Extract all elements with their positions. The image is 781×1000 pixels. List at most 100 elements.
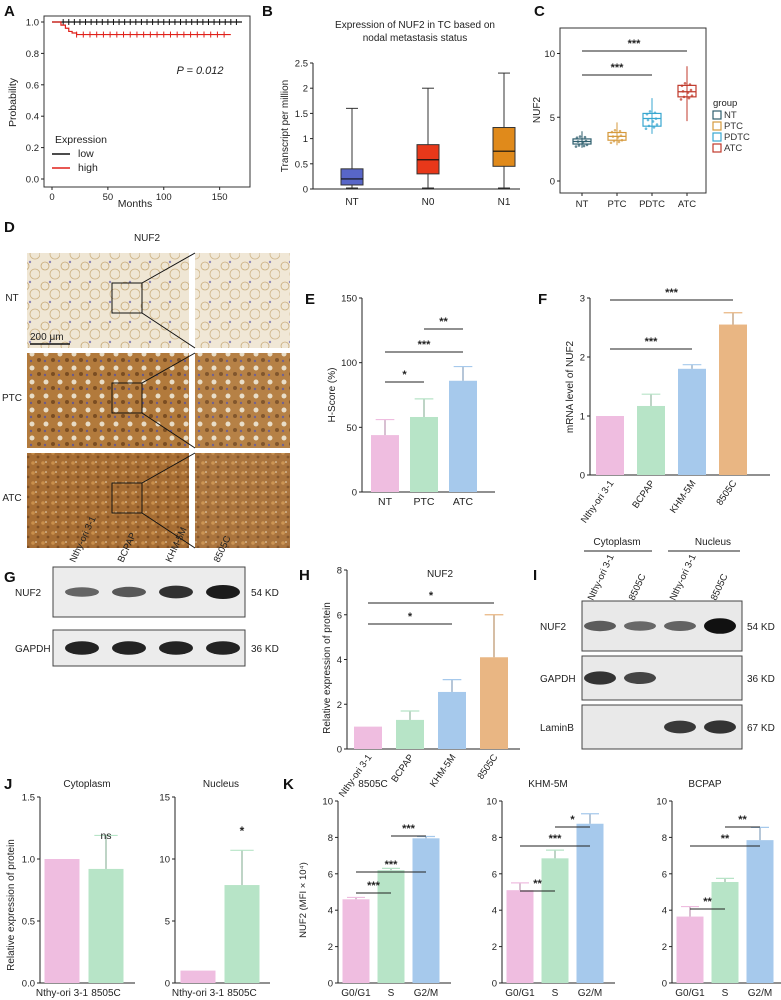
panel-b-xtick-label: NT [345, 197, 358, 208]
panel-e-letter: E [305, 291, 315, 308]
panel-a-frame [43, 15, 251, 188]
panel-f-ytick-label: 3 [580, 294, 585, 305]
panel-c-letter: C [534, 3, 545, 20]
panel-a-ylabel: Probability [7, 77, 19, 127]
blot-protein-label: NUF2 [540, 622, 567, 633]
box-NT [340, 168, 364, 186]
panel-k3-ytick-label: 6 [662, 869, 667, 880]
panel-c-xtick-label: PDTC [639, 199, 665, 210]
panel-k2-ytick-label: 0 [492, 979, 497, 990]
blot-band [584, 620, 616, 632]
bar-PTC [410, 416, 438, 492]
blot-band [584, 671, 616, 685]
panel-f-letter: F [538, 291, 547, 308]
category-label: Nthy-ori 3-1 [337, 752, 374, 799]
panel-a-pvalue: P = 0.012 [177, 65, 224, 77]
panel-f-ytick-label: 0 [580, 471, 585, 482]
panel-f-ylabel: mRNA level of NUF2 [565, 340, 576, 433]
panel-j1-ytick-label: 0.0 [22, 979, 35, 990]
blot-band [112, 641, 146, 655]
sig-label: ** [533, 878, 542, 890]
zoom-box [111, 482, 143, 514]
category-label: PTC [414, 496, 435, 508]
blot-band [624, 672, 656, 684]
zoom-line [141, 412, 196, 449]
bar-ATC [449, 380, 477, 492]
panel-b-title: nodal metastasis status [363, 33, 468, 44]
sig-label: ** [738, 814, 747, 826]
panel-k-sub-title: KHM-5M [528, 779, 567, 790]
blot-kd-label: 36 KD [747, 674, 775, 685]
jitter-point [583, 135, 587, 139]
category-label: Nthy-ori 3-1 [36, 988, 89, 999]
panel-c-xtick-label: ATC [678, 199, 696, 210]
panel-h-ytick-label: 0 [337, 745, 342, 756]
ihc-image-zoom [195, 353, 290, 448]
blot-band [664, 621, 696, 631]
legend-swatch [712, 132, 722, 142]
category-label: 8505C [227, 988, 256, 999]
sig-label: * [240, 824, 245, 838]
panel-j2-ytick-label: 5 [165, 917, 170, 928]
category-label: G0/G1 [505, 988, 535, 999]
zoom-box [111, 282, 143, 314]
bar-S [377, 870, 405, 983]
sig-label: *** [385, 859, 399, 871]
category-label: S [722, 988, 729, 999]
bar-KHM-5M [678, 368, 706, 475]
category-label: G2/M [414, 988, 438, 999]
panel-j2-ytick-label: 15 [159, 793, 170, 804]
sig-label: *** [549, 833, 563, 845]
blot-band [206, 585, 240, 599]
sig-label: *** [645, 336, 659, 348]
panel-k2-ytick-label: 6 [492, 869, 497, 880]
bar-Nthy-ori 3-1 [180, 970, 216, 983]
category-label: KHM-5M [428, 752, 459, 789]
panel-a-letter: A [4, 3, 15, 20]
blot-band [65, 641, 99, 655]
panel-b-letter: B [262, 3, 273, 20]
panel-k-letter: K [283, 776, 294, 793]
bar-G2/M [412, 838, 440, 983]
blot-protein-label: NUF2 [15, 588, 42, 599]
panel-a-xtick-label: 0 [49, 192, 54, 203]
panel-b-ytick-label: 0 [303, 185, 308, 196]
ihc-image-zoom [195, 453, 290, 548]
zoom-line [141, 452, 196, 484]
legend-label-PTC: PTC [724, 121, 743, 132]
zoom-line [141, 252, 196, 284]
blot-lane-label: 8505C [627, 572, 649, 602]
panel-b-title: Expression of NUF2 in TC based on [335, 20, 495, 31]
panel-k3-ytick-label: 4 [662, 906, 667, 917]
panel-k3-ytick-label: 0 [662, 979, 667, 990]
blot-protein-label: GAPDH [15, 644, 51, 655]
panel-k1-ytick-label: 10 [322, 797, 333, 808]
category-label: S [552, 988, 559, 999]
zoom-line [141, 512, 196, 549]
jitter-point [609, 141, 613, 145]
panel-b-xtick-label: N0 [422, 197, 435, 208]
panel-a-ytick-label: 0.2 [26, 143, 39, 154]
category-label: 8505C [714, 478, 739, 507]
panel-k2-ytick-label: 4 [492, 906, 497, 917]
sig-label: *** [402, 823, 416, 835]
category-label: S [388, 988, 395, 999]
jitter-point [613, 129, 617, 132]
zoom-box [111, 382, 143, 414]
panel-d: NUF2 NT PTC ATC 200 μm [2, 233, 290, 549]
panel-k-sub-title: 8505C [358, 779, 387, 790]
panel-d-title: NUF2 [134, 233, 161, 244]
sig-label: ** [703, 896, 712, 908]
panel-i-letter: I [533, 567, 537, 584]
jitter-point [574, 145, 578, 148]
jitter-point [683, 81, 687, 85]
panel-f-ytick-label: 2 [580, 353, 585, 364]
category-label: G2/M [748, 988, 772, 999]
panel-k1-ytick-label: 2 [328, 942, 333, 953]
category-label: KHM-5M [668, 478, 699, 515]
zoom-line [141, 352, 196, 384]
panel-k3-ytick-label: 8 [662, 833, 667, 844]
panel-b-ytick-label: 0.5 [295, 159, 308, 170]
sig-label: *** [665, 287, 679, 299]
